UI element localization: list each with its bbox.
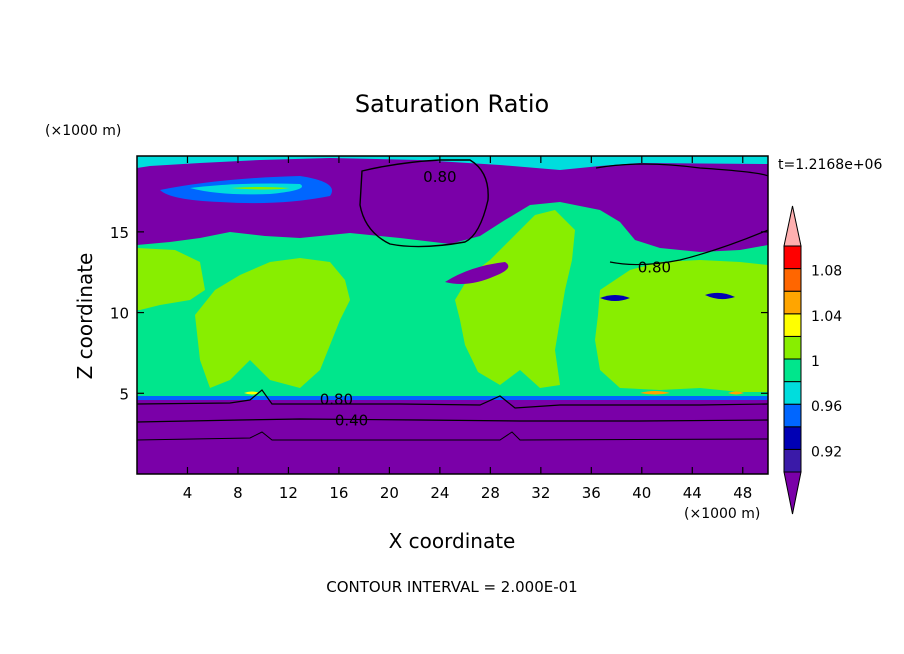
- y-axis-title: Z coordinate: [73, 253, 97, 380]
- y-unit-label: (×1000 m): [45, 123, 121, 139]
- dry-intrusion-3: [705, 292, 735, 300]
- colorbar-low-triangle: [783, 471, 802, 515]
- x-tick-label: 40: [632, 484, 651, 502]
- dry-intrusion-1: [445, 262, 509, 284]
- y-axis-ticks: 5 10 15: [110, 224, 768, 403]
- y-tick-label: 15: [110, 224, 129, 242]
- contour-040: [137, 418, 768, 423]
- x-tick-label: 48: [733, 484, 752, 502]
- contour-label: 0.80: [638, 258, 671, 276]
- colorbar-swatch: [783, 381, 802, 405]
- green-region-1: [137, 248, 205, 310]
- x-tick-label: 32: [531, 484, 550, 502]
- x-tick-label: 36: [582, 484, 601, 502]
- layer-base-edge: [137, 396, 768, 400]
- colorbar-swatch: [783, 358, 802, 383]
- colorbar: 1.08 1.04 1 0.96 0.92: [783, 205, 842, 515]
- contour-label: 0.40: [335, 412, 368, 430]
- y-tick-label: 5: [119, 385, 129, 403]
- x-tick-label: 28: [481, 484, 500, 502]
- upper-green-cloud: [230, 187, 290, 190]
- saturation-field: [137, 156, 768, 474]
- x-tick-label: 8: [233, 484, 243, 502]
- green-region-2: [195, 258, 350, 388]
- colorbar-label: 0.96: [811, 399, 842, 415]
- contour-dry-pocket: [359, 159, 489, 248]
- x-tick-label: 12: [279, 484, 298, 502]
- x-tick-label: 24: [430, 484, 449, 502]
- contour-label: 0.80: [320, 391, 353, 409]
- colorbar-swatch: [783, 335, 802, 360]
- colorbar-swatch: [783, 290, 802, 315]
- contour-labels: 0.80 0.80 0.80 0.40: [320, 168, 671, 430]
- dry-intrusion-2: [600, 295, 630, 301]
- colorbar-label: 1.08: [811, 264, 842, 280]
- colorbar-high-triangle: [783, 205, 802, 247]
- hotspot-1: [640, 391, 670, 395]
- colorbar-swatch: [783, 268, 802, 292]
- y-tick-label: 10: [110, 305, 129, 323]
- colorbar-label: 1.04: [811, 309, 842, 325]
- colorbar-swatch: [783, 403, 802, 428]
- contour-lower: [137, 431, 768, 441]
- x-tick-label: 16: [329, 484, 348, 502]
- contour-080-low: [137, 389, 768, 409]
- hotspot-3: [244, 391, 260, 395]
- x-tick-label: 44: [683, 484, 702, 502]
- contour-label: 0.80: [423, 168, 456, 186]
- x-axis-title: X coordinate: [389, 529, 516, 553]
- green-region-3: [455, 210, 575, 388]
- time-label: t=1.2168e+06: [778, 157, 882, 173]
- x-tick-label: 4: [183, 484, 193, 502]
- colorbar-swatch: [783, 313, 802, 337]
- hotspot-2: [728, 391, 744, 395]
- green-region-4: [595, 260, 768, 392]
- chart-title: Saturation Ratio: [355, 90, 549, 118]
- colorbar-swatch: [783, 245, 802, 270]
- x-unit-label: (×1000 m): [684, 506, 760, 522]
- colorbar-label: 1: [811, 354, 820, 370]
- colorbar-label: 0.92: [811, 444, 842, 460]
- colorbar-swatch: [783, 426, 802, 450]
- x-axis-ticks: 4 8 12 16 20 24 28 32 36 40 44 48: [183, 156, 752, 502]
- contour-upper-right: [595, 163, 768, 266]
- plot-frame: [136, 155, 769, 475]
- x-tick-label: 20: [380, 484, 399, 502]
- colorbar-swatch: [783, 448, 802, 473]
- top-humid-band: [137, 156, 768, 170]
- contour-interval-note: CONTOUR INTERVAL = 2.000E-01: [326, 578, 577, 596]
